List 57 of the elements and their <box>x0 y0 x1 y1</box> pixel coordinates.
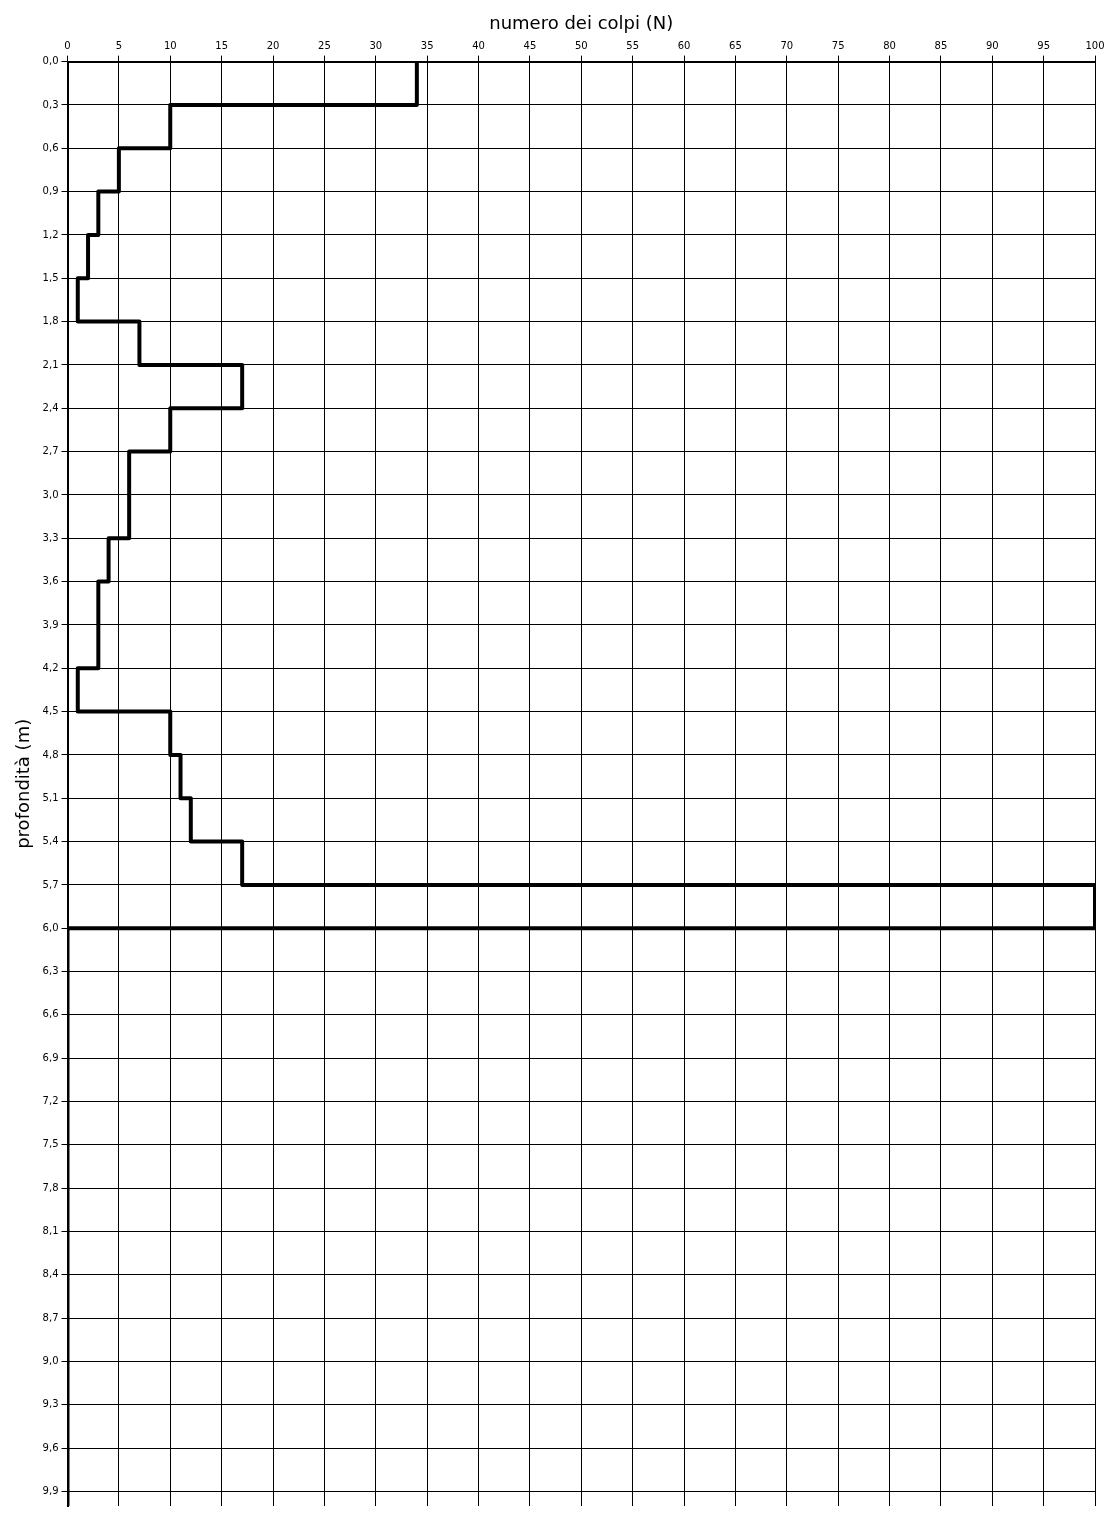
y-tick-label: 9,3 <box>42 1398 59 1410</box>
y-tick-label: 2,4 <box>42 401 59 413</box>
x-tick-label: 75 <box>831 40 845 52</box>
y-tick-label: 8,4 <box>42 1268 59 1280</box>
y-tick-label: 0,0 <box>42 55 59 67</box>
y-tick-label: 6,6 <box>42 1008 59 1020</box>
y-tick-label: 0,6 <box>42 141 59 153</box>
x-tick-label: 25 <box>318 40 331 52</box>
x-tick-label: 20 <box>266 40 280 52</box>
x-tick-label: 30 <box>369 40 383 52</box>
x-tick-label: 90 <box>985 40 999 52</box>
y-tick-label: 8,1 <box>42 1225 59 1237</box>
x-tick-label: 5 <box>115 40 123 52</box>
y-tick-label: 9,6 <box>42 1441 59 1453</box>
y-tick-label: 1,5 <box>42 271 59 283</box>
y-tick-label: 3,9 <box>42 618 59 630</box>
x-tick-label: 65 <box>729 40 742 52</box>
y-tick-label: 9,0 <box>42 1355 59 1367</box>
y-tick-label: 9,9 <box>42 1485 59 1497</box>
y-tick-label: 4,5 <box>42 705 59 717</box>
x-axis-title: numero dei colpi (N) <box>489 12 674 34</box>
x-tick-label: 60 <box>677 40 691 52</box>
x-tick-label: 70 <box>780 40 794 52</box>
y-tick-label: 5,4 <box>42 835 59 847</box>
y-tick-label: 5,7 <box>42 878 59 890</box>
x-tick-label: 35 <box>420 40 434 52</box>
x-tick-label: 100 <box>1085 40 1105 52</box>
x-tick-label: 95 <box>1037 40 1050 52</box>
x-tick-label: 40 <box>472 40 485 52</box>
y-tick-label: 3,6 <box>42 575 59 587</box>
y-tick-label: 1,2 <box>42 228 59 240</box>
y-tick-label: 0,3 <box>42 98 59 110</box>
y-tick-label: 6,3 <box>42 965 59 977</box>
y-tick-label: 2,1 <box>42 358 59 370</box>
y-tick-label: 4,8 <box>42 748 59 760</box>
y-tick-label: 7,8 <box>42 1181 59 1193</box>
y-tick-label: 8,7 <box>42 1311 59 1323</box>
x-tick-label: 50 <box>574 40 588 52</box>
x-tick-label: 85 <box>934 40 948 52</box>
y-tick-label: 2,7 <box>42 445 59 457</box>
x-tick-label: 55 <box>626 40 639 52</box>
x-tick-label: 10 <box>163 40 177 52</box>
x-tick-label: 80 <box>883 40 896 52</box>
y-tick-label: 3,3 <box>42 531 59 543</box>
x-tick-label: 0 <box>64 40 71 52</box>
x-tick-label: 15 <box>215 40 228 52</box>
y-tick-label: 4,2 <box>42 661 59 673</box>
y-axis-title: profondità (m) <box>12 718 34 849</box>
y-tick-label: 7,2 <box>42 1095 59 1107</box>
y-tick-label: 6,9 <box>42 1051 59 1063</box>
y-tick-label: 5,1 <box>42 791 59 803</box>
y-tick-label: 0,9 <box>42 185 59 197</box>
y-tick-label: 3,0 <box>42 488 59 500</box>
y-tick-label: 7,5 <box>42 1138 59 1150</box>
y-tick-label: 1,8 <box>42 315 59 327</box>
y-tick-label: 6,0 <box>42 921 59 933</box>
x-tick-label: 45 <box>523 40 537 52</box>
